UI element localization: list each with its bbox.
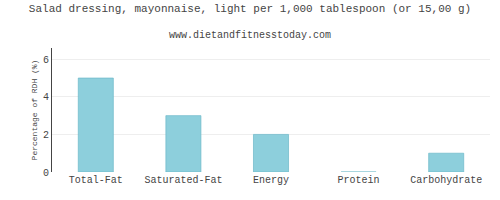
svg-text:Carbohydrate: Carbohydrate [410, 175, 482, 186]
svg-text:Protein: Protein [338, 175, 380, 186]
svg-text:0: 0 [43, 168, 49, 179]
svg-text:www.dietandfitnesstoday.com: www.dietandfitnesstoday.com [169, 30, 331, 41]
svg-text:Energy: Energy [253, 175, 289, 186]
svg-text:Salad dressing, mayonnaise, li: Salad dressing, mayonnaise, light per 1,… [29, 3, 471, 15]
svg-text:Total-Fat: Total-Fat [69, 175, 123, 186]
svg-text:Percentage of RDH (%): Percentage of RDH (%) [30, 60, 39, 161]
svg-text:2: 2 [43, 130, 49, 141]
svg-text:Saturated-Fat: Saturated-Fat [144, 175, 222, 186]
svg-text:6: 6 [43, 55, 49, 66]
svg-text:4: 4 [43, 92, 49, 103]
